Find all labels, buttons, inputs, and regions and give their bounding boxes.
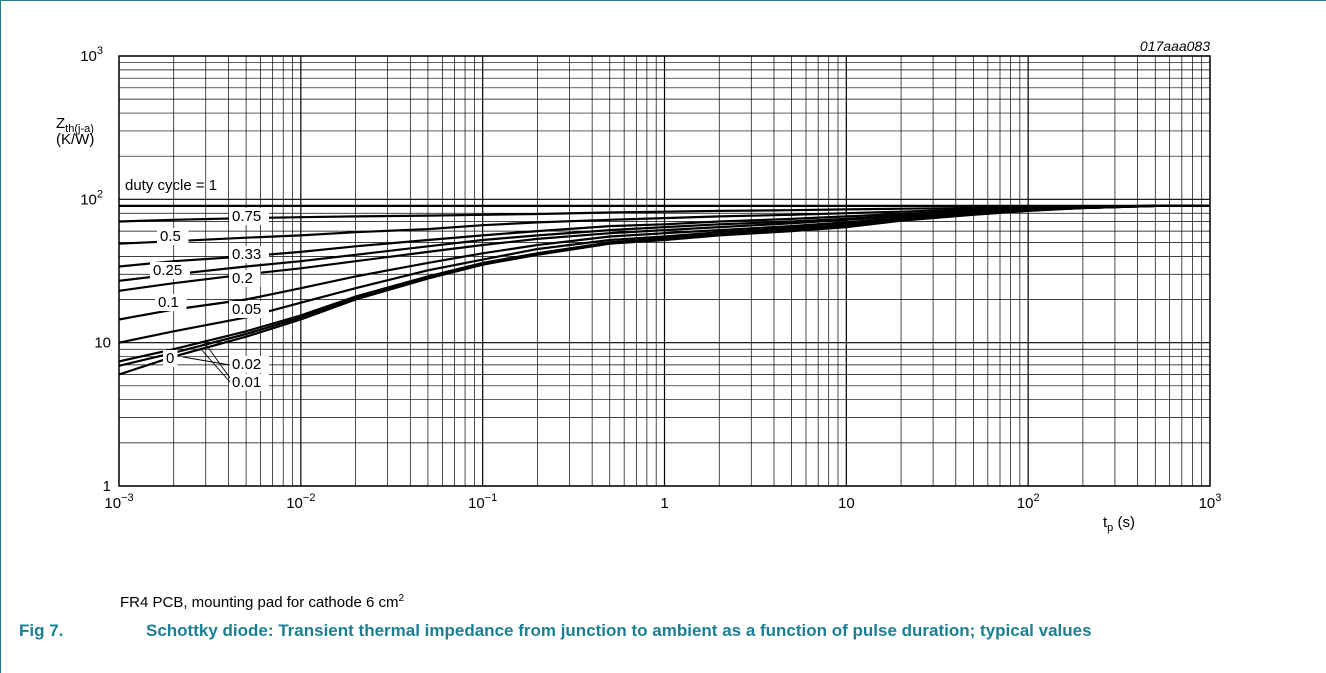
y-tick-label: 102 [80, 188, 103, 208]
curve-label-bg [155, 294, 187, 311]
figure-id: 017aaa083 [1140, 38, 1210, 54]
curve-label-bg [229, 374, 269, 391]
series-curves [118, 204, 1210, 376]
curve-label-bg [229, 301, 269, 318]
curve-label-bg [150, 262, 190, 279]
curve-label-leader [199, 347, 231, 383]
curve-label-6: 0.2 [232, 270, 253, 287]
note-text: FR4 PCB, mounting pad for cathode 6 cm [120, 594, 399, 611]
curve-label-bg [163, 350, 178, 367]
y-tick-label: 10 [94, 335, 111, 352]
curve-label-8: 0.05 [232, 301, 261, 318]
x-tick-label: 102 [1017, 492, 1040, 512]
curve-label-7: 0.1 [158, 294, 179, 311]
x-axis-label: tp (s) [1103, 514, 1135, 534]
curve-label-leader [204, 342, 231, 379]
curve-label-bg [229, 356, 269, 373]
curve-label-bg [229, 208, 269, 225]
curve-label-2: 0.75 [232, 208, 261, 225]
figure-title: Schottky diode: Transient thermal impeda… [146, 621, 1092, 640]
curve-label-9: 0 [166, 350, 174, 367]
plot-border [118, 55, 1211, 487]
tick-labels: 10−3 10−2 10−1 1 10 102 103 1 10 102 103 [80, 45, 1221, 512]
grid-lines [118, 55, 1211, 487]
y-axis-symbol: Z [56, 115, 65, 132]
y-axis-subscript: th(j-a) [65, 123, 94, 135]
y-tick-label: 1 [103, 478, 111, 495]
y-tick-label: 103 [80, 45, 103, 65]
x-tick-label: 1 [660, 495, 668, 512]
x-axis-subscript: p [1107, 522, 1113, 534]
x-tick-label: 10−2 [286, 492, 315, 512]
series-line-0 [118, 204, 1210, 376]
svg-text:Zth(j-a): Zth(j-a) [56, 115, 94, 135]
y-axis-unit: (K/W) [56, 131, 94, 148]
x-axis-unit: (s) [1117, 514, 1135, 531]
note-superscript: 2 [398, 593, 405, 604]
curve-label-3: 0.5 [160, 228, 181, 245]
test-condition-note: FR4 PCB, mounting pad for cathode 6 cm2 [120, 593, 404, 611]
figure-number: Fig 7. [19, 621, 64, 640]
curve-label-4: 0.33 [232, 246, 261, 263]
x-tick-label: 10−3 [104, 492, 133, 512]
x-axis-symbol: t [1103, 514, 1108, 531]
curve-label-1: duty cycle = 1 [125, 177, 217, 194]
x-tick-label: 10−1 [468, 492, 497, 512]
curve-label-bg [157, 228, 189, 245]
thermal-impedance-chart: duty cycle = 1 0.75 0.5 0.33 0.25 0.2 0.1 0.05 0… [56, 38, 1221, 534]
curve-label-11: 0.01 [232, 374, 261, 391]
svg-text:tp (s): tp (s) [1103, 514, 1135, 534]
x-tick-label: 103 [1199, 492, 1222, 512]
x-tick-label: 10 [838, 495, 855, 512]
curve-label-leader [182, 356, 231, 366]
y-axis-label: Zth(j-a) (K/W) [56, 115, 94, 148]
curve-labels: duty cycle = 1 0.75 0.5 0.33 0.25 0.2 0.1 0.05 0… [125, 177, 269, 391]
curve-label-5: 0.25 [153, 262, 182, 279]
curve-label-bg [229, 270, 261, 287]
curve-label-bg [229, 246, 269, 263]
curve-label-10: 0.02 [232, 356, 261, 373]
